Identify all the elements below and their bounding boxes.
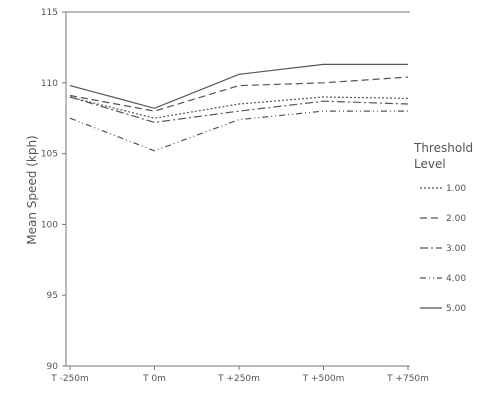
- series-line-4.00: [69, 110, 408, 152]
- legend-items: 1.00 2.00 3.00 4.00 5.00: [420, 184, 466, 314]
- legend-label-1.00: 1.00: [446, 184, 466, 194]
- y-axis-title: Mean Speed (kph): [25, 135, 39, 244]
- legend-label-4.00: 4.00: [446, 274, 466, 284]
- x-tick-label: T +500m: [302, 374, 345, 384]
- legend-label-5.00: 5.00: [446, 304, 466, 314]
- series-line-5.00: [69, 63, 408, 109]
- x-tick-label: T -250m: [50, 374, 89, 384]
- y-tick-label: 115: [41, 8, 58, 18]
- y-tick-label: 90: [47, 362, 59, 372]
- x-tick-label: T 0m: [142, 374, 166, 384]
- series-line-1.00: [69, 96, 409, 119]
- legend-title-line2: Level: [414, 157, 446, 171]
- y-tick-label: 95: [47, 291, 58, 301]
- legend-label-3.00: 3.00: [446, 244, 466, 254]
- series-line-2.00: [69, 76, 409, 112]
- legend-label-2.00: 2.00: [446, 214, 466, 224]
- x-tick-label: T +250m: [217, 374, 260, 384]
- y-ticks: 90 95 100 105 110 115: [41, 8, 66, 372]
- series-lines: [69, 63, 409, 152]
- y-tick-label: 100: [41, 220, 58, 230]
- y-tick-label: 105: [41, 150, 58, 160]
- x-tick-label: T +750m: [386, 374, 429, 384]
- x-ticks: T -250m T 0m T +250m T +500m T +750m: [50, 366, 429, 384]
- legend-title-line1: Threshold: [413, 141, 473, 155]
- legend: Threshold Level 1.00 2.00 3.00 4.00 5.00: [413, 141, 473, 314]
- y-tick-label: 110: [41, 79, 58, 89]
